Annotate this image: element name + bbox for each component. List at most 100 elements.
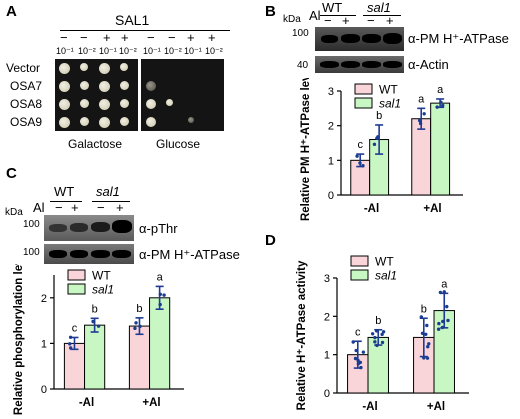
yeast-colony [99,81,110,92]
data-point [162,293,166,297]
band [362,61,381,68]
bar [411,118,432,196]
yeast-colony [146,81,156,91]
row-label-vector: Vector [6,61,41,75]
band [383,33,402,44]
data-point [353,356,358,361]
legend-label: sal1 [92,283,114,297]
row-label-osa8: OSA8 [10,97,43,111]
yeast-colony [99,99,110,110]
blot-label-pm-atpase: α-PM H⁺-ATPase [408,31,509,46]
yeast-colony [146,99,156,109]
genotype-wt: WT [54,184,75,199]
yeast-colony [188,117,194,123]
blot-actin [315,56,404,73]
band [91,222,110,232]
blot-label-actin: α-Actin [408,57,449,72]
treat: − [367,13,375,28]
band [362,34,381,43]
legend-label: WT [375,255,394,269]
treat: + [116,200,124,215]
band [112,250,131,258]
significance-letter: c [357,139,363,151]
panel-d-label: D [265,232,276,249]
yeast-colony [59,63,70,74]
yeast-colony [59,117,70,128]
y-tick-label: 2 [41,293,47,305]
significance-letter: a [437,84,444,96]
band [341,34,360,43]
data-point [435,105,439,109]
data-point [380,340,385,345]
data-point [158,302,162,307]
sal1-header: SAL1 [115,12,150,28]
data-point [442,290,446,294]
yeast-colony [120,117,129,126]
sign: − [168,30,176,45]
y-tick-label: 3 [328,86,334,98]
y-axis-title: Relative PM H⁺-ATPase level [300,78,312,221]
y-tick-label: 0 [41,384,47,396]
yeast-colony [59,99,70,110]
row-label-osa9: OSA9 [10,115,43,129]
treat: + [342,13,350,28]
data-point [373,335,377,340]
x-tick-label: +Al [423,203,441,215]
legend-swatch [354,97,373,109]
sign: − [147,30,155,45]
data-point [68,346,73,350]
data-point [420,331,425,335]
yeast-colony [120,99,129,108]
data-point [361,164,365,168]
y-tick-label: 3 [324,273,330,285]
y-axis-title: Relative H⁺-ATPase activity [296,260,308,410]
band [341,61,360,68]
sign: − [60,30,68,45]
data-point [437,321,441,326]
data-point [96,324,101,328]
data-point [361,350,366,354]
data-point [436,327,441,331]
data-point [356,362,361,366]
dilution: 10⁻¹ [56,46,74,56]
sign: + [103,30,111,45]
sign: + [208,30,216,45]
dilution: 10⁻² [164,46,182,56]
marker: 40 [297,60,309,71]
band [321,35,338,43]
data-point [439,100,443,104]
x-tick-label: +Al [142,397,160,409]
underline [92,201,130,202]
legend-label: WT [379,83,398,97]
band [49,250,67,258]
panel-a-label: A [6,3,17,20]
underline [50,201,82,202]
genotype-sal1: sal1 [96,184,120,199]
data-point [441,319,445,324]
yeast-colony [120,63,128,71]
legend-swatch [350,269,369,281]
data-point [68,342,72,346]
band [70,223,88,232]
y-tick-label: 2 [324,311,330,323]
yeast-colony [59,81,70,92]
data-point [381,330,386,334]
bar [63,342,86,390]
data-point [354,348,358,353]
sign: + [121,30,129,45]
y-tick-label: 0 [324,388,330,400]
yeast-colony [80,81,89,90]
data-point [374,329,379,333]
band [383,61,402,68]
panel-c-label: C [6,165,17,182]
data-point [351,340,355,344]
x-tick-label: -Al [364,203,379,215]
significance-letter: a [418,93,425,105]
glucose-label: Glucose [156,137,201,151]
data-point [426,345,430,349]
data-point [427,342,431,346]
galactose-label: Galactose [68,137,123,151]
bar [128,325,151,390]
dilution: 10⁻¹ [143,46,161,56]
treat: + [71,200,79,215]
